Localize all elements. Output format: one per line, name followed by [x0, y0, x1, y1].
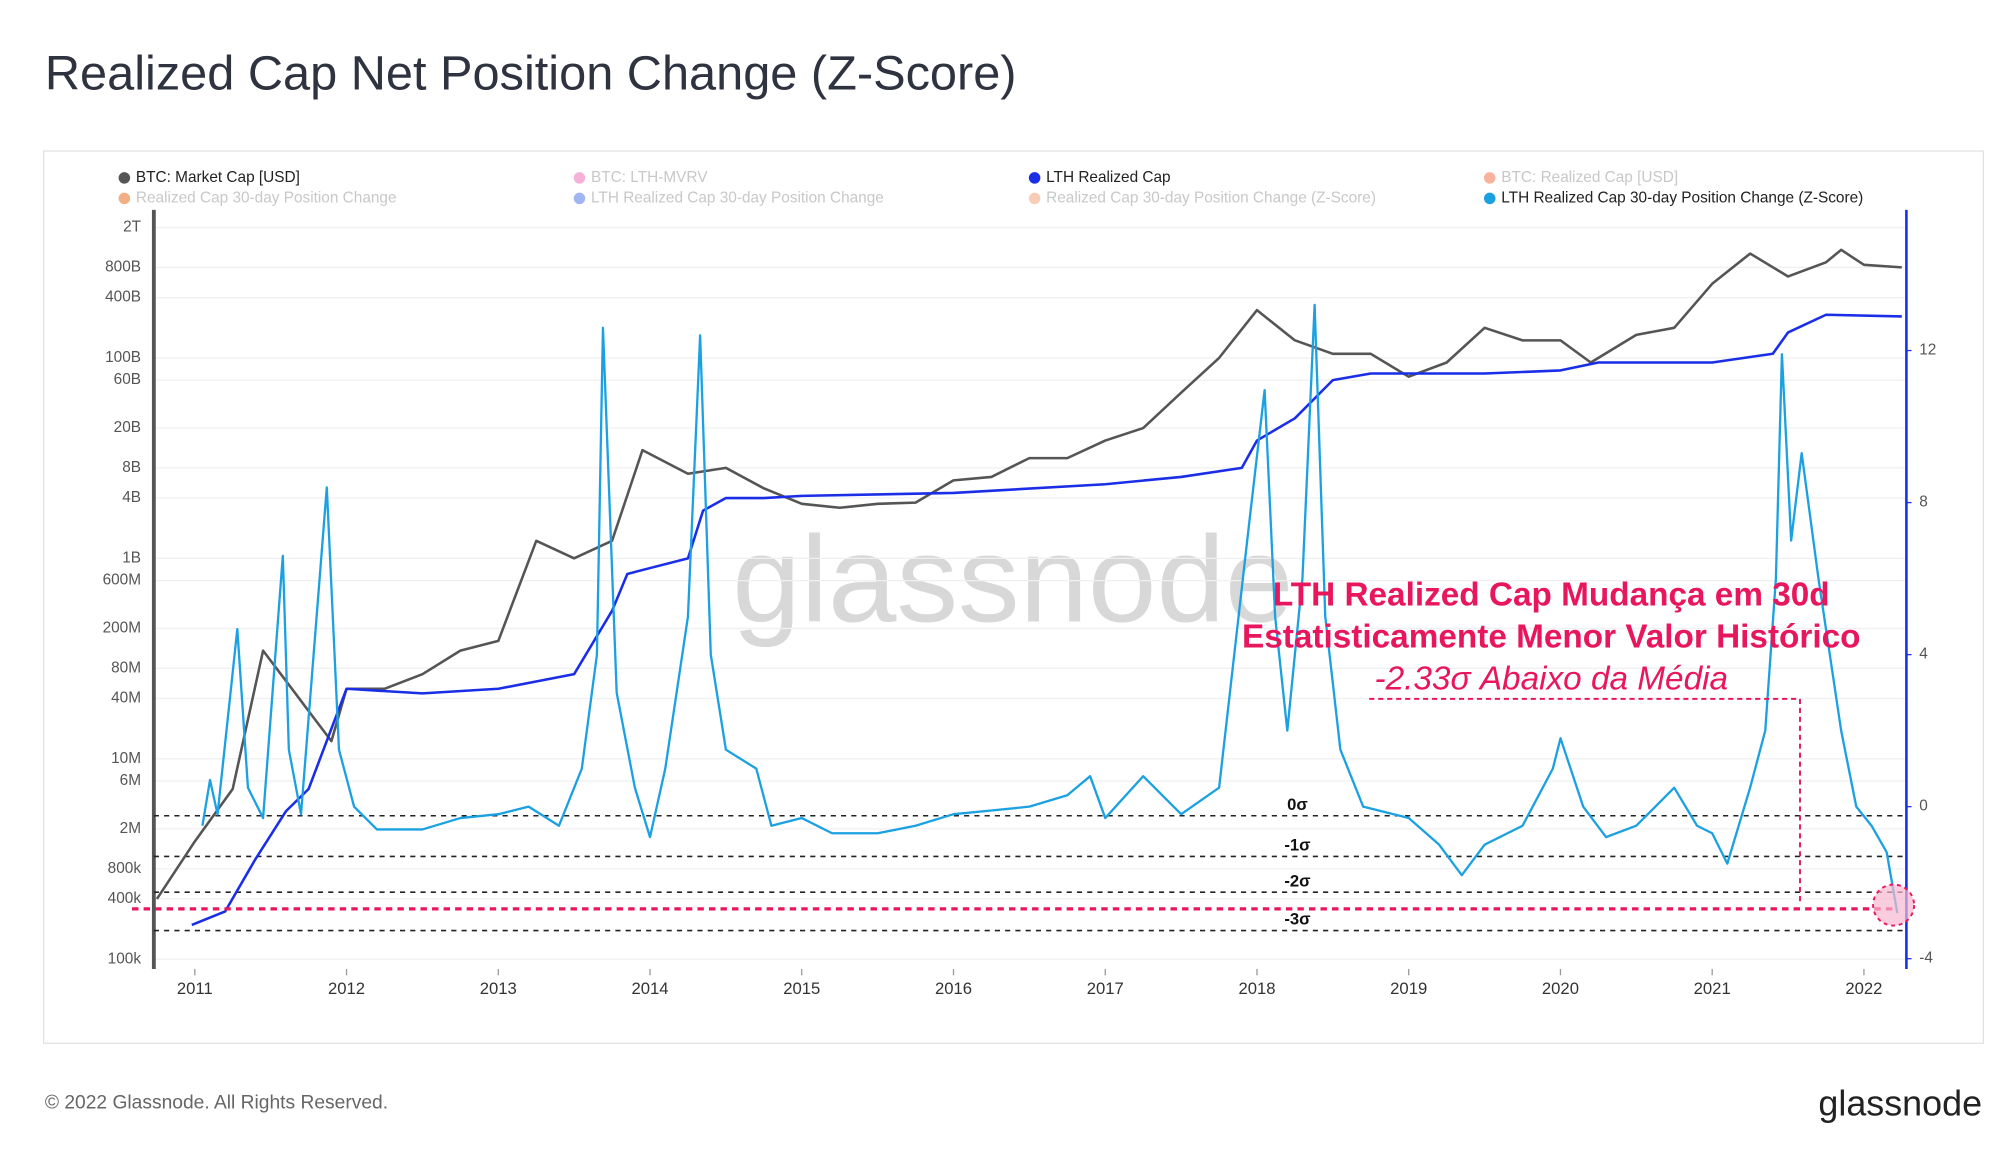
y-tick-label: 60B [114, 371, 141, 388]
legend-label: Realized Cap 30-day Position Change (Z-S… [1046, 189, 1376, 206]
reference-label: -2σ [1284, 871, 1311, 890]
y-tick-label: 4B [122, 489, 141, 506]
annotation-title: LTH Realized Cap Mudança em 30d [1273, 576, 1830, 613]
x-tick-label: 2017 [1087, 979, 1124, 998]
y-tick-label: 40M [111, 690, 141, 707]
x-tick-label: 2013 [480, 979, 517, 998]
highlight-marker [1872, 883, 1916, 927]
legend-swatch [573, 192, 586, 205]
chart-frame [42, 150, 1984, 1044]
y-tick-label: 400B [105, 289, 141, 306]
y-tick-label: 8B [122, 459, 141, 476]
legend-label: LTH Realized Cap [1046, 169, 1170, 186]
y-tick-label: 80M [111, 659, 141, 676]
y-tick-label: 10M [111, 750, 141, 767]
y-tick-label: 1B [122, 549, 141, 566]
x-tick-label: 2014 [631, 979, 668, 998]
y-tick-label: 600M [103, 572, 141, 589]
y-tick-label: 100k [108, 950, 142, 967]
legend-label: BTC: Realized Cap [USD] [1501, 169, 1678, 186]
legend-swatch [573, 172, 586, 184]
y2-tick-label: -4 [1919, 950, 1933, 967]
chart-title: Realized Cap Net Position Change (Z-Scor… [45, 47, 1017, 101]
series-line [155, 248, 1902, 900]
y-tick-label: 400k [108, 890, 142, 907]
logo: glassnode [1818, 1083, 1982, 1123]
legend-label: LTH Realized Cap 30-day Position Change … [1501, 189, 1863, 206]
x-tick-label: 2019 [1390, 979, 1427, 998]
x-tick-label: 2021 [1694, 979, 1731, 998]
x-tick-label: 2016 [935, 979, 972, 998]
x-tick-label: 2015 [783, 979, 820, 998]
annotation-title: Estatisticamente Menor Valor Histórico [1242, 619, 1861, 656]
legend-swatch [118, 192, 131, 205]
legend-swatch [1483, 192, 1496, 205]
watermark: glassnode [732, 511, 1293, 648]
legend-label: BTC: Market Cap [USD] [136, 169, 300, 186]
y2-tick-label: 12 [1919, 342, 1936, 359]
annotation-subtitle: -2.33σ Abaixo da Média [1375, 661, 1729, 698]
y2-tick-label: 8 [1919, 494, 1928, 511]
y-tick-label: 800k [108, 860, 142, 877]
y-tick-label: 2M [120, 820, 141, 837]
legend-swatch [118, 172, 131, 184]
series-line [201, 303, 1899, 914]
reference-label: -1σ [1284, 836, 1311, 855]
legend-label: BTC: LTH-MVRV [591, 169, 708, 186]
x-tick-label: 2022 [1845, 979, 1882, 998]
x-tick-label: 2018 [1238, 979, 1275, 998]
reference-label: 0σ [1287, 795, 1308, 814]
y-tick-label: 20B [114, 419, 141, 436]
legend-swatch [1028, 192, 1041, 205]
x-tick-label: 2011 [177, 979, 213, 998]
legend-label: LTH Realized Cap 30-day Position Change [591, 189, 884, 206]
plot: 100k 400k 800k 2M 6M 10M 40M 80M 200M 600M 1B 4B 8B 2… [103, 169, 1937, 998]
reference-label: -3σ [1284, 910, 1311, 929]
y2-tick-label: 4 [1919, 646, 1928, 663]
annotation-connector [1369, 697, 1801, 902]
legend-swatch [1483, 172, 1496, 184]
y-tick-label: 6M [120, 772, 141, 789]
y2-tick-label: 0 [1919, 798, 1928, 815]
legend-label: Realized Cap 30-day Position Change [136, 189, 397, 206]
series-line [191, 313, 1902, 927]
x-tick-label: 2020 [1542, 979, 1579, 998]
y-tick-label: 100B [105, 349, 141, 366]
footer: © 2022 Glassnode. All Rights Reserved. [45, 1092, 388, 1113]
legend-swatch [1028, 172, 1041, 184]
y-tick-label: 2T [123, 219, 142, 236]
y-tick-label: 200M [103, 620, 141, 637]
x-tick-label: 2012 [328, 979, 365, 998]
y-tick-label: 800B [105, 259, 141, 276]
